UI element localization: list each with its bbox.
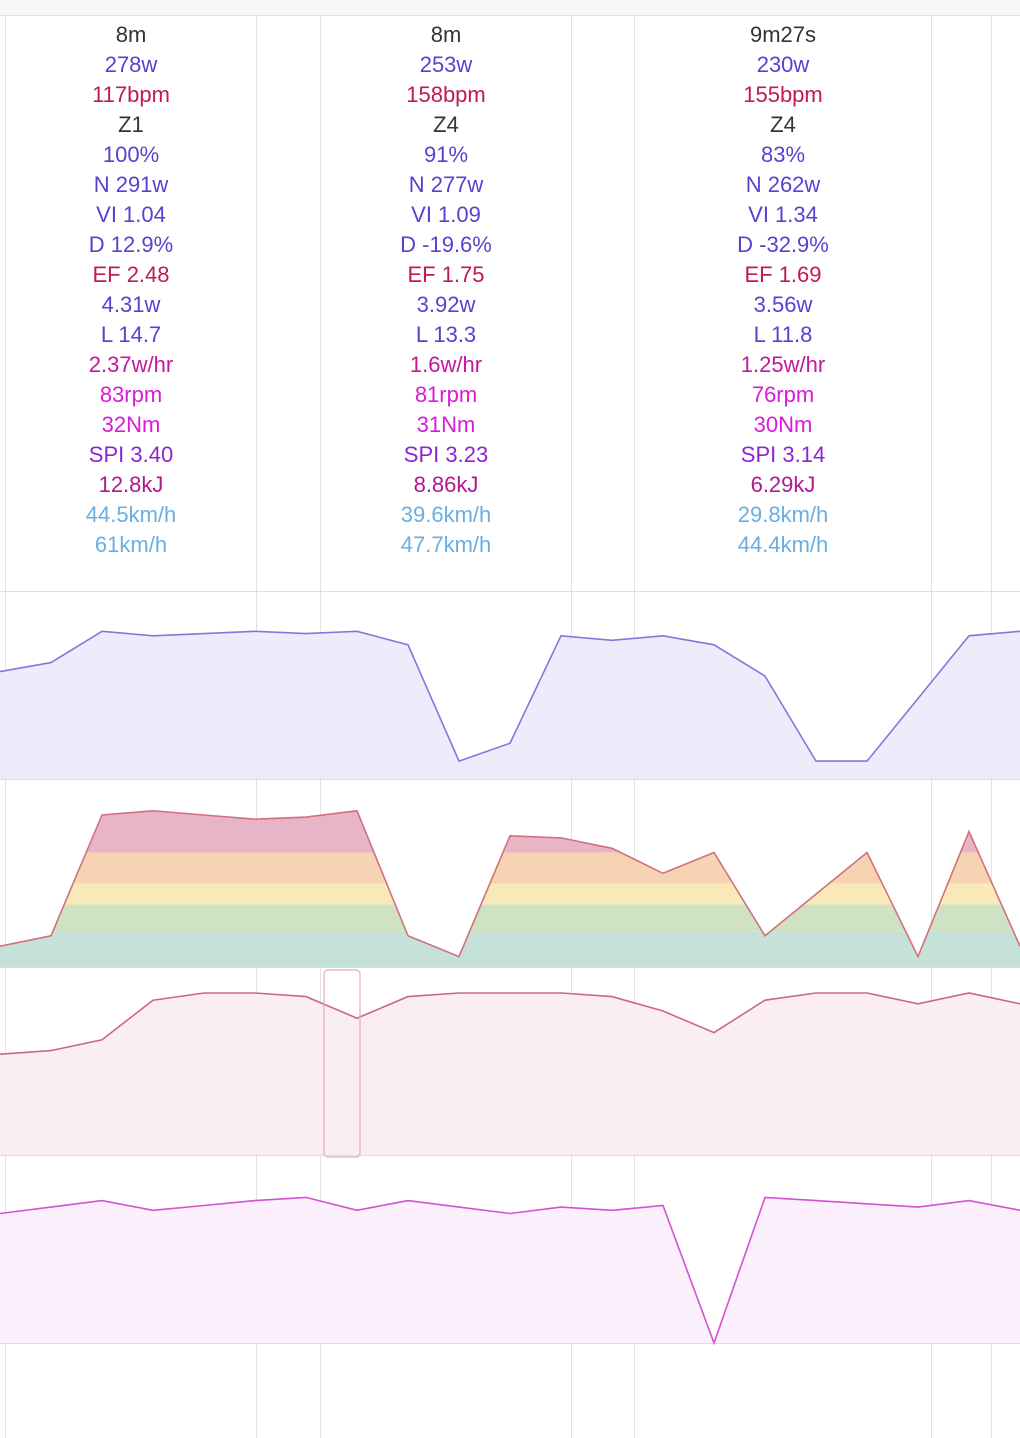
stat-pct: 100% (102, 142, 160, 167)
stat-np: N 262w (745, 172, 821, 197)
hr-zone-orange (0, 852, 1020, 884)
stat-wphr: 1.25w/hr (740, 352, 826, 377)
stat-hr: 158bpm (406, 82, 486, 107)
stat-ef: EF 1.69 (744, 262, 822, 287)
cadence-area (0, 1197, 1020, 1343)
stat-cadence: 76rpm (751, 382, 815, 407)
hr-zone-green (0, 904, 1020, 932)
stat-pct: 91% (423, 142, 469, 167)
stat-torque: 32Nm (101, 412, 161, 437)
stat-wphr: 2.37w/hr (88, 352, 174, 377)
power-area (0, 631, 1020, 779)
stat-duration: 8m (430, 22, 462, 47)
stat-avg-speed: 44.5km/h (85, 502, 177, 527)
cadence-line (0, 1196, 1020, 1346)
interval-stats-1: 8m 278w 117bpm Z1 100% N 291w VI 1.04 D 12.9% EF… (5, 20, 257, 560)
divider-power (0, 591, 1020, 592)
stat-spi: SPI 3.14 (740, 442, 826, 467)
stat-work: 6.29kJ (750, 472, 816, 497)
stat-np: N 277w (408, 172, 484, 197)
interval-stats-2: 8m 253w 158bpm Z4 91% N 277w VI 1.09 D -19.6% EF… (320, 20, 572, 560)
heart-rate-line (0, 809, 1020, 959)
stat-load: L 11.8 (753, 322, 813, 347)
stat-vi: VI 1.09 (411, 202, 481, 227)
stat-avg-speed: 39.6km/h (400, 502, 492, 527)
stat-work: 12.8kJ (98, 472, 164, 497)
stat-power: 278w (104, 52, 158, 77)
stat-wkg: 3.56w (753, 292, 813, 317)
stat-wkg: 4.31w (101, 292, 161, 317)
stat-np: N 291w (93, 172, 169, 197)
stat-ef: EF 2.48 (92, 262, 170, 287)
divider-speed (0, 967, 1020, 968)
divider-bottom (0, 1343, 1020, 1344)
stat-ef: EF 1.75 (407, 262, 485, 287)
stat-duration: 9m27s (749, 22, 817, 47)
stat-max-speed: 44.4km/h (737, 532, 829, 557)
stat-torque: 30Nm (753, 412, 813, 437)
stat-wkg: 3.92w (416, 292, 476, 317)
hr-zone-red (0, 810, 1020, 853)
hr-zone-teal (0, 931, 1020, 967)
interval-stats-3: 9m27s 230w 155bpm Z4 83% N 262w VI 1.34 D -32.9… (634, 20, 932, 560)
stat-power: 230w (756, 52, 810, 77)
stat-hr: 117bpm (92, 82, 170, 107)
stat-spi: SPI 3.23 (403, 442, 489, 467)
stat-power: 253w (419, 52, 473, 77)
stat-torque: 31Nm (416, 412, 476, 437)
stat-duration: 8m (115, 22, 147, 47)
stat-wphr: 1.6w/hr (409, 352, 483, 377)
stat-decoupling: D -19.6% (400, 232, 492, 257)
stat-decoupling: D -32.9% (737, 232, 829, 257)
stat-spi: SPI 3.40 (88, 442, 174, 467)
stat-max-speed: 61km/h (94, 532, 168, 557)
stat-load: L 14.7 (100, 322, 162, 347)
power-line (0, 630, 1020, 763)
stat-hr: 155bpm (743, 82, 823, 107)
stat-zone: Z1 (118, 112, 144, 137)
top-bar (0, 0, 1020, 16)
stat-vi: VI 1.34 (748, 202, 818, 227)
stat-max-speed: 47.7km/h (400, 532, 492, 557)
stat-cadence: 83rpm (99, 382, 163, 407)
stat-cadence: 81rpm (414, 382, 478, 407)
speed-line (0, 992, 1020, 1055)
hr-zone-yellow (0, 883, 1020, 905)
selection-box (323, 969, 361, 1158)
stat-work: 8.86kJ (413, 472, 479, 497)
stat-decoupling: D 12.9% (88, 232, 174, 257)
stat-zone: Z4 (770, 112, 796, 137)
divider-hr (0, 779, 1020, 780)
divider-cadence (0, 1155, 1020, 1156)
speed-area (0, 993, 1020, 1155)
stat-pct: 83% (760, 142, 806, 167)
stat-load: L 13.3 (415, 322, 477, 347)
stat-vi: VI 1.04 (96, 202, 166, 227)
stat-zone: Z4 (433, 112, 459, 137)
stat-avg-speed: 29.8km/h (737, 502, 829, 527)
